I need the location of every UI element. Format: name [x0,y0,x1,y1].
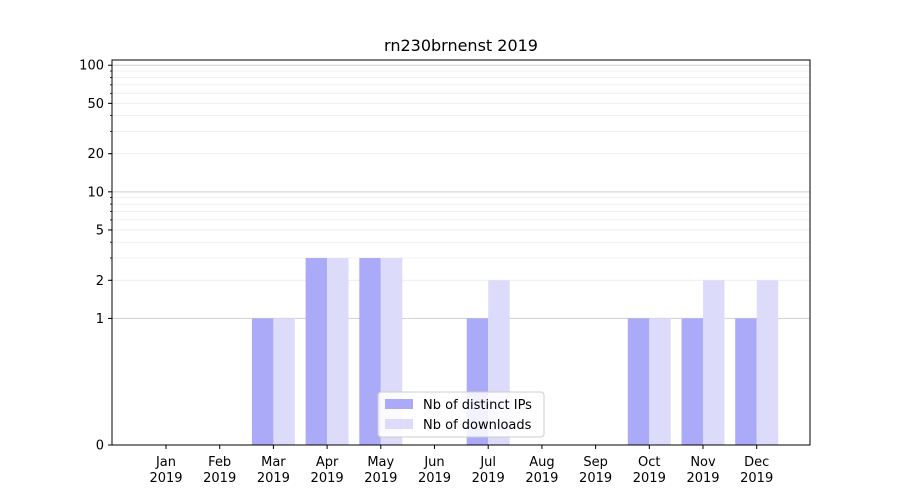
y-tick-label: 0 [96,439,104,454]
x-tick-label-year: 2019 [203,471,236,486]
x-tick-label-month: Oct [638,455,660,470]
legend: Nb of distinct IPs Nb of downloads [377,391,545,438]
y-tick-label: 20 [87,147,104,162]
legend-box [377,391,545,438]
x-tick-label-year: 2019 [472,471,505,486]
x-tick-label-month: Sep [583,455,608,470]
y-tick-label: 50 [87,97,104,112]
x-tick-label-year: 2019 [525,471,558,486]
x-axis: Jan2019Feb2019Mar2019Apr2019May2019Jun20… [149,445,773,486]
x-tick-label-year: 2019 [633,471,666,486]
x-tick-label-year: 2019 [149,471,182,486]
x-tick-label-year: 2019 [418,471,451,486]
bar-distinct-ips [735,318,757,445]
plot-frame [111,59,811,446]
legend-label: Nb of downloads [423,418,532,433]
x-tick-label-month: Nov [690,455,716,470]
x-tick-label-year: 2019 [311,471,344,486]
x-tick-label-month: Aug [529,455,554,470]
bar-downloads [756,280,779,445]
x-tick-label-year: 2019 [579,471,612,486]
x-tick-label-month: Jul [479,455,496,470]
y-tick-label: 5 [96,223,104,238]
bar-distinct-ips [305,258,328,445]
x-tick-label-month: Dec [744,455,769,470]
y-tick-label: 10 [87,185,104,200]
x-tick-label-month: Mar [261,455,286,470]
chart-title: rn230brnenst 2019 [384,36,538,55]
bar-downloads [273,318,295,445]
x-tick-label-year: 2019 [257,471,290,486]
x-tick-label-year: 2019 [364,471,397,486]
bar-distinct-ips [681,318,703,445]
x-tick-label-month: May [367,455,394,470]
y-tick-label: 1 [96,312,104,327]
bar-distinct-ips [627,318,650,445]
legend-swatch [385,399,413,409]
y-axis: 0 1 2 5 10 20 50 100 [79,59,112,454]
legend-swatch [385,419,413,429]
bar-downloads [327,258,349,445]
grid-layer [112,64,810,319]
y-tick-label: 100 [79,59,104,74]
x-tick-label-month: Jan [155,455,176,470]
x-tick-label-month: Apr [316,455,339,470]
x-tick-label-month: Jun [423,455,444,470]
y-tick-label: 2 [96,274,104,289]
bar-distinct-ips [359,258,381,445]
x-tick-label-month: Feb [208,455,231,470]
bar-downloads [649,318,671,445]
legend-label: Nb of distinct IPs [423,398,532,413]
x-tick-label-year: 2019 [740,471,773,486]
x-tick-label-year: 2019 [686,471,719,486]
bar-downloads [703,280,725,445]
bar-distinct-ips [251,318,274,445]
